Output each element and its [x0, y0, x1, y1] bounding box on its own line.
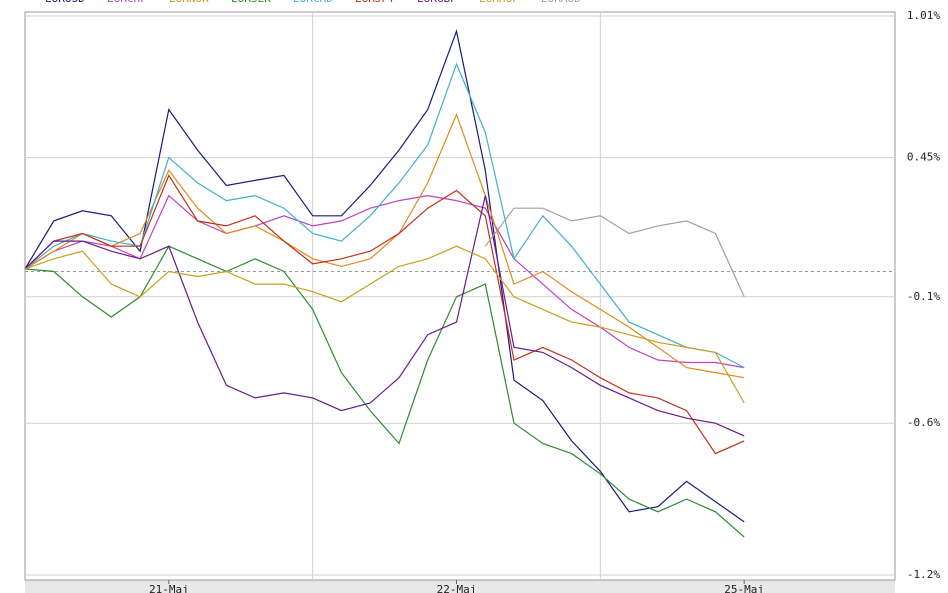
series-line — [24, 62, 745, 369]
series-line — [24, 245, 745, 404]
legend-entry: EURCAD — [293, 0, 333, 5]
series-line — [484, 207, 745, 298]
y-tick-label: -0.6% — [907, 416, 940, 429]
legend-entry: EURJPY — [355, 0, 395, 5]
legend-entry: EURNOK — [169, 0, 209, 5]
legend-entry: EURGBP — [417, 0, 457, 5]
legend-entry: EURSEK — [231, 0, 271, 5]
y-tick-label: 1.01% — [907, 9, 940, 22]
series-line — [24, 245, 745, 538]
series-line — [24, 194, 745, 369]
x-tick-label: 21-Maj — [149, 583, 189, 593]
legend-entry: EURHUF — [479, 0, 519, 5]
legend-entry: EURCHF — [107, 0, 147, 5]
series-line — [24, 195, 745, 437]
legend-entry: EURUSD — [45, 0, 85, 5]
x-tick-label: 22-Maj — [437, 583, 477, 593]
y-tick-label: -0.1% — [907, 290, 940, 303]
y-tick-label: -1.2% — [907, 568, 940, 581]
series-line — [24, 174, 745, 455]
series-line — [24, 29, 745, 523]
series-line — [24, 112, 745, 379]
legend-entry: EURAUD — [541, 0, 581, 5]
y-tick-label: 0.45% — [907, 151, 940, 164]
plot-frame — [24, 11, 896, 581]
x-axis-strip — [25, 580, 895, 593]
x-tick-label: 25-Maj — [724, 583, 764, 593]
